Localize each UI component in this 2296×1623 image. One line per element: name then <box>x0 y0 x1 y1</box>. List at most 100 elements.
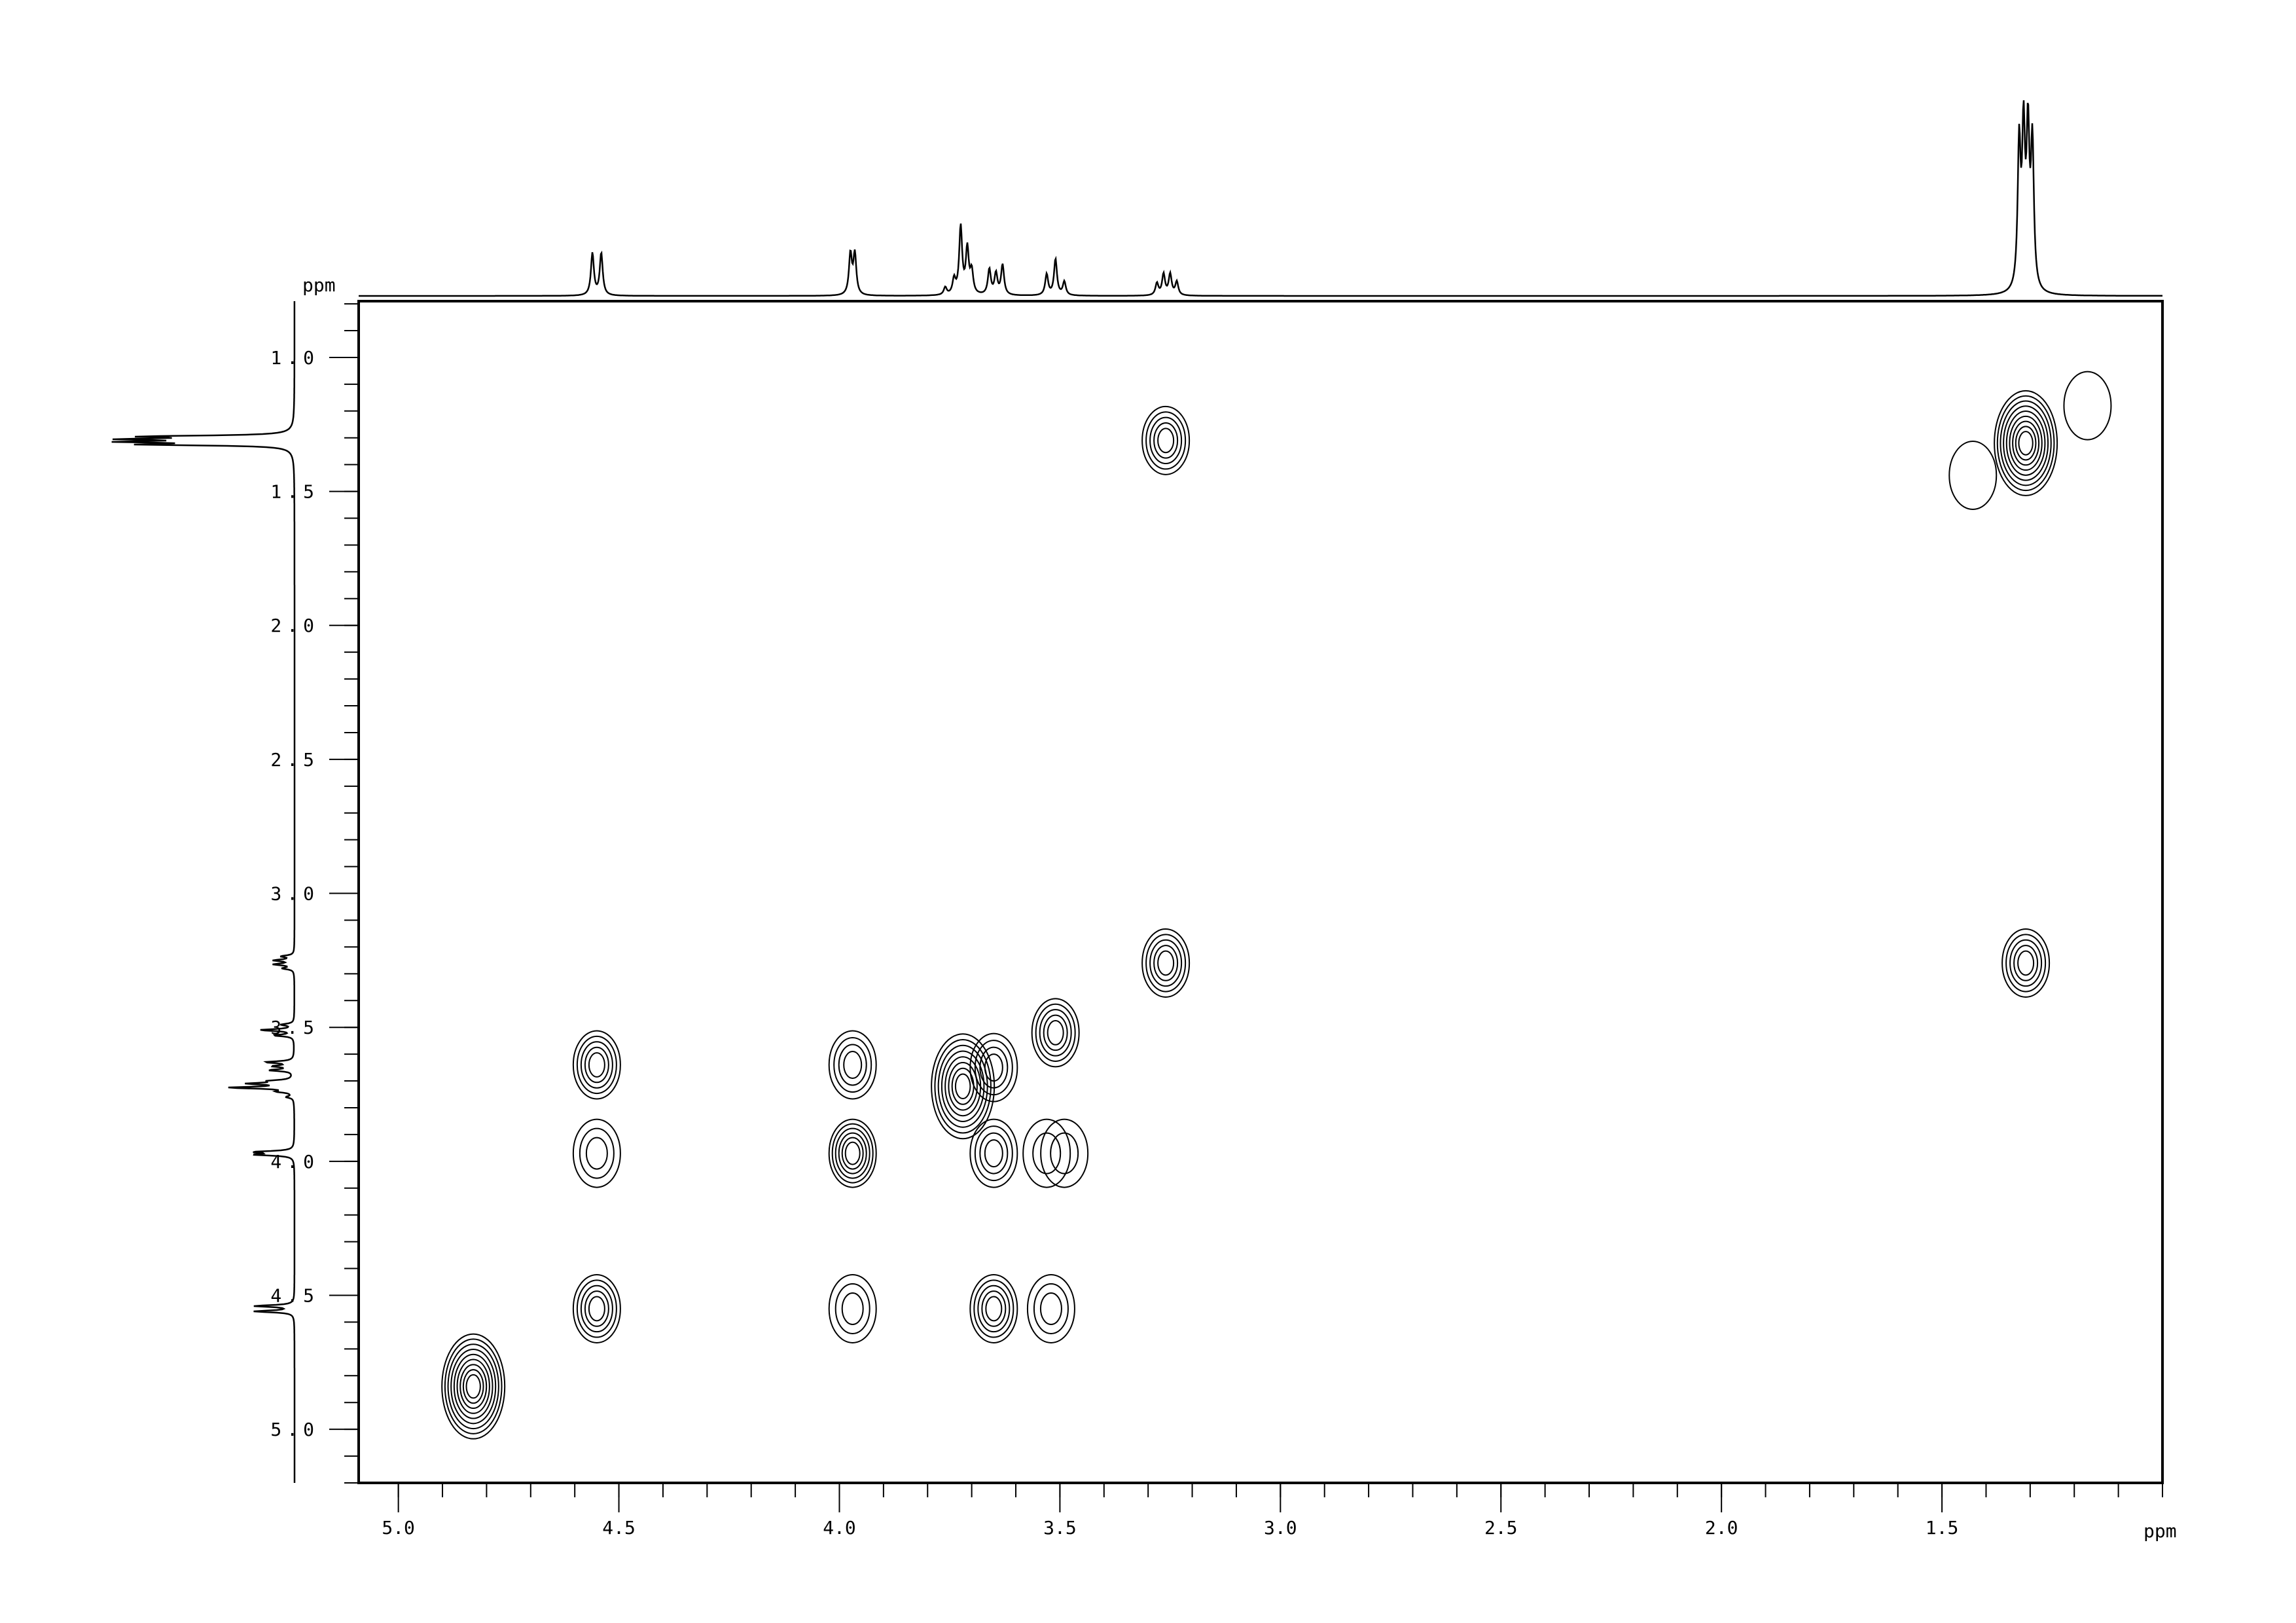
y-tick-label: 5.0 <box>270 1419 319 1440</box>
contour-level <box>834 1283 870 1334</box>
contour-level <box>1043 1014 1068 1051</box>
contour-level <box>969 1032 1018 1103</box>
contour-layer <box>441 371 2112 1440</box>
contour-level <box>1039 1292 1062 1325</box>
contour-level <box>844 1141 861 1165</box>
contour-level <box>588 1052 605 1078</box>
cross-peak <box>441 1333 506 1440</box>
contour-level <box>954 1073 971 1099</box>
contour-level <box>934 1038 992 1134</box>
contour-level <box>1145 934 1187 993</box>
contour-level <box>1153 422 1179 459</box>
contour-level <box>941 1050 985 1122</box>
projection-trace <box>359 100 2162 297</box>
contour-level <box>1141 405 1191 475</box>
contour-level <box>580 1041 613 1089</box>
y-axis-label: ppm <box>302 274 336 296</box>
cross-peak <box>969 1273 1018 1343</box>
contour-level <box>828 1118 877 1188</box>
contour-level <box>576 1035 617 1095</box>
contour-level <box>841 1292 864 1325</box>
contour-level <box>447 1343 499 1430</box>
contour-level <box>833 1036 872 1093</box>
contour-level <box>828 1030 877 1100</box>
cross-peak <box>1026 1273 1075 1343</box>
contour-level <box>2001 928 2051 998</box>
contour-level <box>2012 420 2040 466</box>
contour-level <box>1039 1009 1072 1057</box>
contour-level <box>1035 1003 1076 1062</box>
contour-level <box>2017 950 2035 976</box>
contour-level <box>931 1033 996 1140</box>
contour-level <box>579 1127 615 1179</box>
contour-level <box>974 1040 1013 1096</box>
cross-peak <box>572 1273 621 1343</box>
contour-level <box>585 1137 608 1170</box>
y-tick-label: 4.0 <box>270 1151 319 1173</box>
contour-level <box>459 1364 488 1409</box>
contour-level <box>1157 950 1175 976</box>
top-1d-projection <box>359 100 2162 297</box>
contour-level <box>1141 928 1191 998</box>
contour-level <box>984 1053 1003 1082</box>
contour-level <box>831 1123 874 1184</box>
contour-level <box>834 1127 870 1179</box>
contour-level <box>969 1118 1018 1188</box>
contour-level <box>974 1125 1013 1182</box>
contour-level <box>1022 1118 1071 1188</box>
contour-level <box>1032 1132 1062 1175</box>
contour-level <box>572 1030 621 1100</box>
contour-level <box>977 1285 1011 1333</box>
x-tick-label: 4.5 <box>602 1517 636 1539</box>
contour-level <box>2003 405 2049 481</box>
x-tick-label: 4.0 <box>823 1517 856 1539</box>
x-tick-label: 2.5 <box>1484 1517 1518 1539</box>
contour-level <box>979 1132 1009 1175</box>
y-axis: 1.0 1.5 2.0 2.5 3.0 3.5 4.0 4.5 5.0 <box>270 303 359 1484</box>
cross-peak <box>969 1032 1018 1103</box>
contour-level <box>453 1353 493 1419</box>
contour-level <box>2018 431 2034 456</box>
contour-level <box>1040 1118 1089 1188</box>
contour-level <box>1031 998 1080 1068</box>
cross-peak <box>1141 405 1191 475</box>
contour-level <box>2063 371 2112 441</box>
contour-level <box>572 1118 621 1188</box>
x-tick-label: 1.5 <box>1926 1517 1959 1539</box>
contour-level <box>576 1279 617 1338</box>
contour-level <box>441 1333 506 1440</box>
contour-level <box>1145 411 1187 470</box>
contour-level <box>588 1296 605 1322</box>
y-tick-label: 2.0 <box>270 615 319 636</box>
x-tick-label: 3.5 <box>1043 1517 1077 1539</box>
contour-level <box>984 1139 1003 1168</box>
cross-peak <box>572 1030 621 1100</box>
cross-peak <box>1031 998 1080 1068</box>
cross-peak <box>1022 1118 1071 1188</box>
contour-level <box>1996 395 2055 492</box>
cross-peak <box>1040 1118 1089 1188</box>
contour-level <box>1050 1132 1079 1175</box>
contour-level <box>1948 441 1998 511</box>
cross-peak <box>1948 441 1998 511</box>
contour-level <box>465 1374 481 1399</box>
contour-level <box>584 1046 609 1084</box>
y-tick-label: 1.5 <box>270 481 319 503</box>
cross-peak <box>1141 928 1191 998</box>
contour-level <box>2009 415 2043 471</box>
contour-level <box>584 1290 609 1327</box>
y-tick-label: 3.0 <box>270 883 319 905</box>
contour-level <box>1153 945 1179 981</box>
contour-level <box>979 1046 1009 1089</box>
contour-level <box>1033 1283 1069 1334</box>
contour-level <box>580 1285 613 1333</box>
contour-level <box>444 1338 503 1434</box>
cross-peak <box>969 1118 1018 1188</box>
contour-level <box>462 1369 484 1404</box>
contour-level <box>969 1273 1018 1343</box>
contour-level <box>1994 390 2058 496</box>
contour-level <box>2000 400 2052 486</box>
contour-level <box>456 1359 490 1414</box>
cross-peak <box>572 1118 621 1188</box>
contour-level <box>1047 1019 1064 1046</box>
